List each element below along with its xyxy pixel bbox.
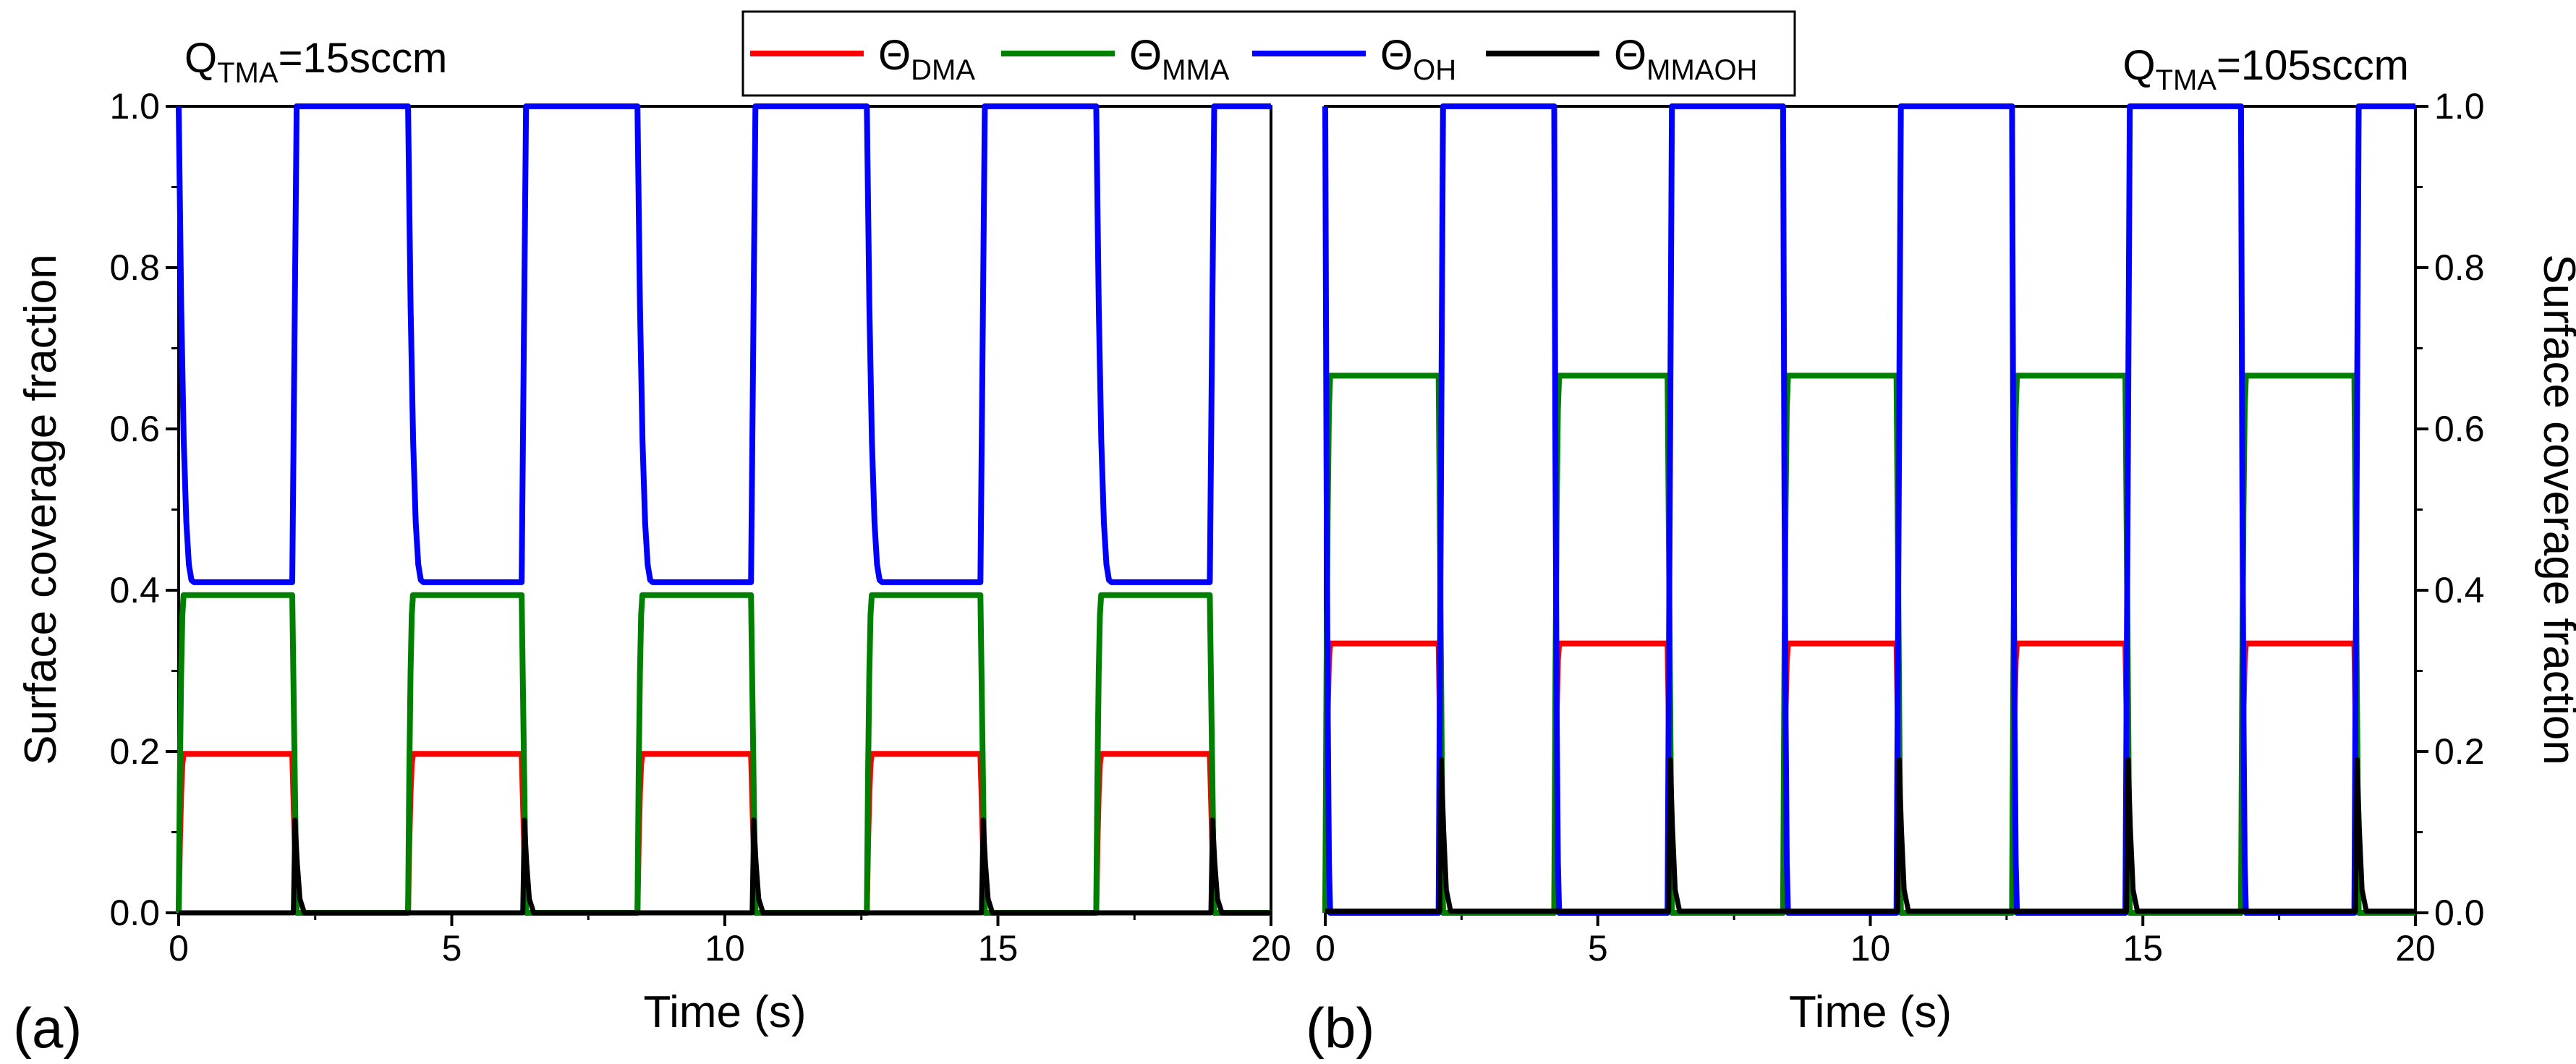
legend-label-mmaoh: ΘMMAOH <box>1614 32 1757 86</box>
panel-a: 0 5 10 15 20 0.0 0.2 0.4 0.6 0.8 1.0 Time (s) Surfac… <box>13 35 1291 1060</box>
y-tick-label-a: 0.8 <box>109 247 160 288</box>
x-tick-label-a: 15 <box>978 928 1019 969</box>
series-line-dma-b <box>1322 640 2415 916</box>
legend-label-mma: ΘMMA <box>1129 32 1230 86</box>
y-tick-label-a: 0.6 <box>109 409 160 449</box>
panel-b: 0 5 10 15 200.0 0.2 0.4 0.6 0.8 1.0 Time (s) Surfac… <box>1306 42 2576 1060</box>
x-tick-label-b: 15 <box>2122 928 2163 969</box>
legend-entry-mma: ΘMMA <box>1001 32 1230 86</box>
legend-label-oh: ΘOH <box>1380 32 1456 86</box>
x-axis-title-a: Time (s) <box>644 987 807 1037</box>
y-axis-title-b: Surface coverage fraction <box>2534 254 2576 765</box>
plot-frame-a <box>177 105 1272 914</box>
y-tick-label-b: 1.0 <box>2434 86 2485 127</box>
flow-annotation-a: QTMA=15sccm <box>184 35 447 89</box>
y-tick-label-b: 0.2 <box>2434 731 2485 772</box>
series-line-oh-a <box>176 103 1271 585</box>
x-tick-label-a: 5 <box>442 928 462 969</box>
legend-entry-dma: ΘDMA <box>750 32 975 86</box>
plot-frame-b <box>1324 105 2417 914</box>
y-tick-label-b: 0.8 <box>2434 247 2485 288</box>
y-tick-label-b: 0.6 <box>2434 409 2485 449</box>
panel-label-b: (b) <box>1306 996 1374 1060</box>
x-tick-label-a: 0 <box>169 928 189 969</box>
y-tick-label-b: 0.4 <box>2434 570 2485 610</box>
panel-label-a: (a) <box>13 996 82 1060</box>
x-tick-label-a: 20 <box>1251 928 1291 969</box>
series-line-dma-a <box>176 751 1271 916</box>
legend-label-dma: ΘDMA <box>878 32 975 86</box>
series-line-mmaoh-a <box>179 817 1271 916</box>
legend: ΘDMA ΘMMA ΘOH ΘMMAOH <box>741 10 1796 97</box>
x-tick-label-b: 5 <box>1588 928 1608 969</box>
x-tick-label-a: 10 <box>705 928 745 969</box>
y-tick-label-a: 0.2 <box>109 731 160 772</box>
series-line-mmaoh-b <box>1325 757 2415 914</box>
x-tick-label-b: 0 <box>1315 928 1335 969</box>
flow-annotation-b: QTMA=105sccm <box>2122 42 2409 96</box>
x-axis-title-b: Time (s) <box>1789 987 1952 1037</box>
y-tick-label-a: 0.4 <box>109 570 160 610</box>
x-tick-label-b: 20 <box>2395 928 2436 969</box>
y-tick-label-a: 1.0 <box>109 86 160 127</box>
y-axis-title-a: Surface coverage fraction <box>16 254 66 765</box>
y-tick-label-b: 0.0 <box>2434 893 2485 933</box>
y-tick-label-a: 0.0 <box>109 893 160 933</box>
legend-entry-oh: ΘOH <box>1252 32 1456 86</box>
series-line-oh-b <box>1322 103 2415 916</box>
legend-entry-mmaoh: ΘMMAOH <box>1486 32 1757 86</box>
x-tick-label-b: 10 <box>1850 928 1891 969</box>
